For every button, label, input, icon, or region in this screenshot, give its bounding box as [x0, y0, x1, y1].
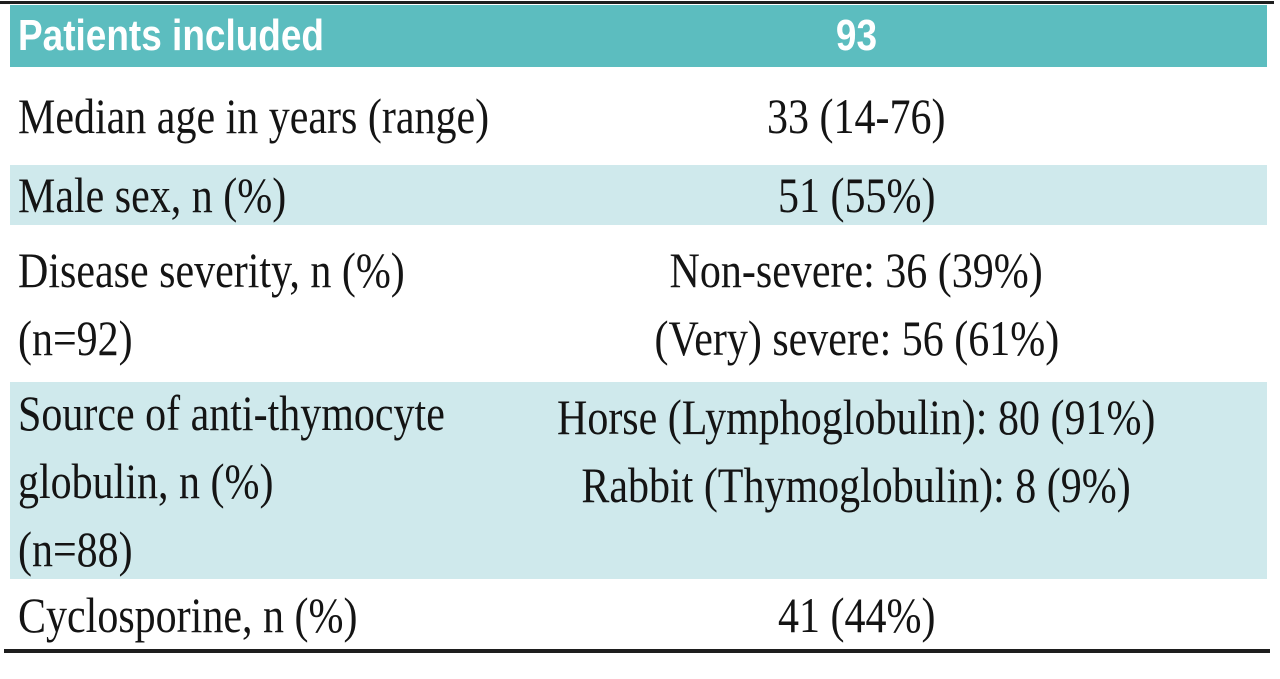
table-row-label-male-sex: Male sex, n (%)	[10, 165, 446, 225]
table-row-value-disease-severity: Non-severe: 36 (39%) (Very) severe: 56 (…	[654, 241, 1059, 366]
table-row-value-cyclosporine: 41 (44%)	[777, 586, 936, 643]
header-value: 93	[835, 11, 878, 60]
table-row-value-atg-source: Horse (Lymphoglobulin): 80 (91%) Rabbit …	[446, 382, 1267, 579]
header-value-cell: 93	[446, 5, 1267, 67]
table-bottom-rule	[4, 649, 1270, 653]
table-row-value-male-sex: 51 (55%)	[446, 165, 1267, 225]
table-row-label-median-age: Median age in years (range)	[18, 88, 490, 144]
header-label: Patients included	[18, 11, 325, 60]
table-row-label-disease-severity: Disease severity, n (%) (n=92)	[18, 241, 405, 366]
patient-characteristics-table: Patients included 93 Median age in years…	[10, 5, 1267, 650]
table-row-label-cyclosporine: Cyclosporine, n (%)	[18, 586, 358, 643]
table-top-rule	[0, 1, 1274, 4]
table-row-value-median-age: 33 (14-76)	[767, 88, 946, 144]
table-row-label-atg-source: Source of anti-thymocyte globulin, n (%)…	[10, 382, 446, 579]
header-label-cell: Patients included	[10, 5, 446, 67]
